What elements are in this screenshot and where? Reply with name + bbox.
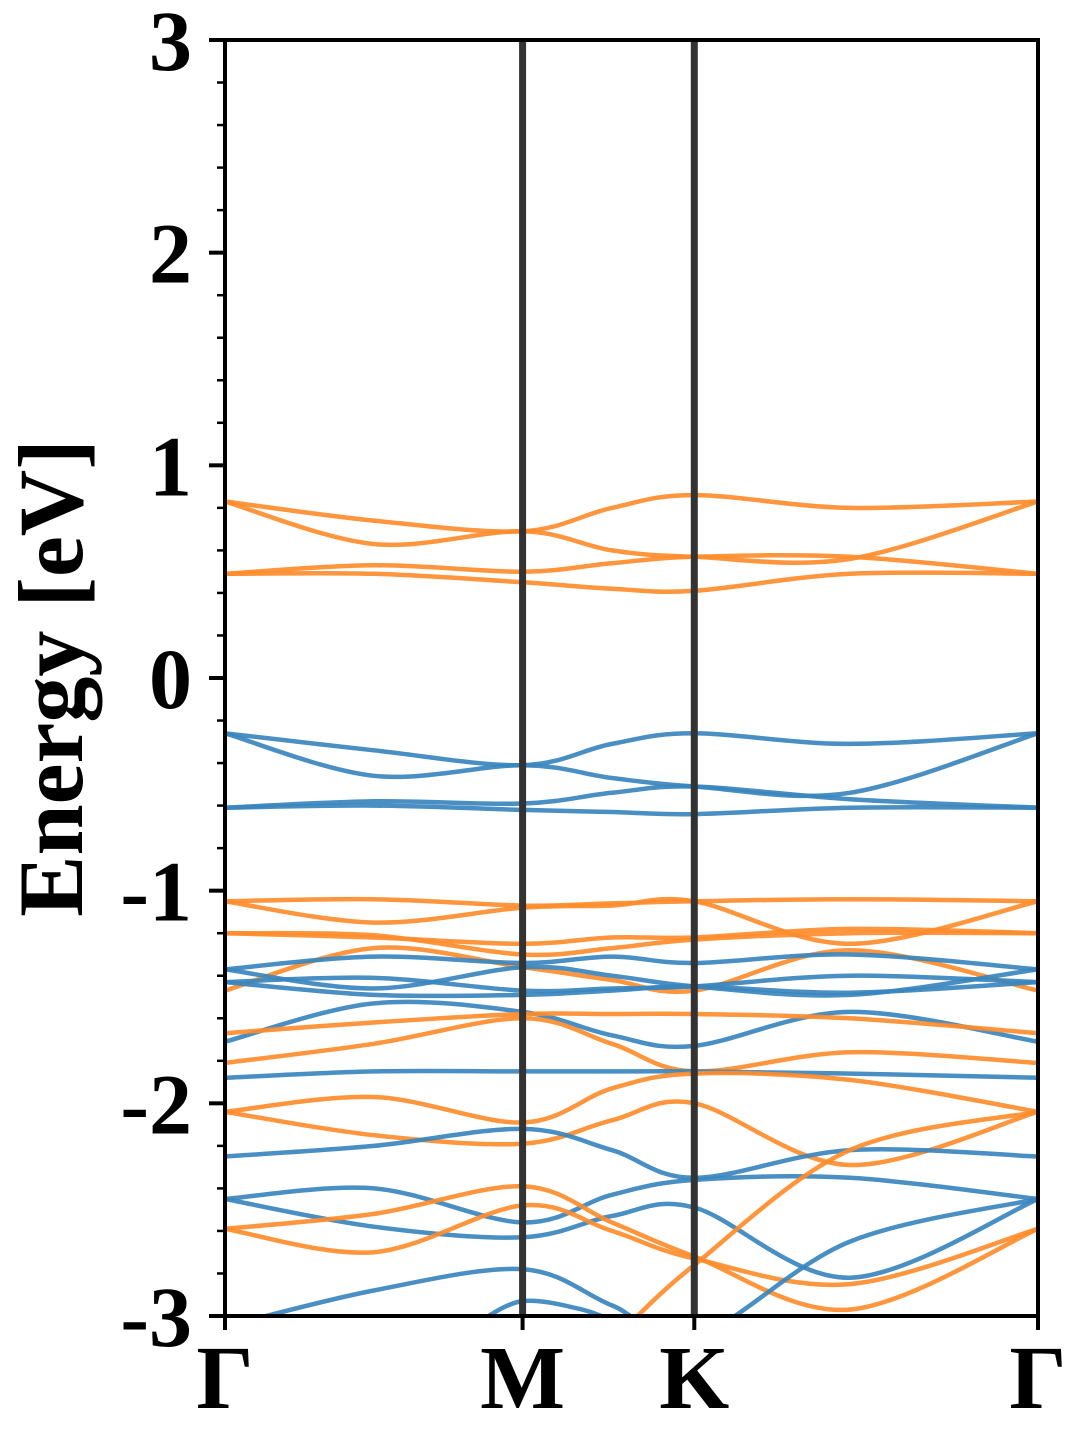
blue-band-line [225, 1126, 1038, 1181]
x-tick-label: Γ [196, 1329, 253, 1428]
orange-band-line [225, 1184, 1038, 1313]
orange-band-line [634, 1109, 1038, 1316]
orange-band-line [225, 1202, 1038, 1288]
blue-band-line [225, 1196, 1038, 1280]
y-tick-labels: 3 2 1 0 -1 -2 -3 [120, 0, 192, 1365]
blue-band-line [225, 952, 1038, 972]
x-tick-label: Γ [1009, 1329, 1066, 1428]
orange-band-line [225, 896, 1038, 947]
y-major-ticks [209, 38, 225, 1318]
orange-band-line [225, 492, 1038, 534]
orange-band-line [225, 1011, 1038, 1036]
x-tick-label: K [659, 1329, 729, 1428]
orange-band-line [225, 499, 1038, 566]
orange-band-line [225, 1070, 1038, 1125]
orange-band-line [225, 552, 1038, 577]
orange-band-line [225, 930, 1038, 958]
blue-band-line [225, 979, 1038, 999]
orange-band-line [225, 570, 1038, 594]
y-tick-label: -1 [120, 844, 192, 940]
blue-band-line [225, 1174, 1038, 1225]
y-tick-label: 3 [149, 0, 192, 89]
y-tick-label: 0 [149, 631, 192, 727]
y-axis-label: Energy [eV] [0, 439, 102, 917]
y-tick-label: -2 [120, 1056, 192, 1152]
high-symmetry-dividers [223, 40, 1040, 1330]
blue-band-line [225, 731, 1038, 799]
orange-band-line [225, 1016, 1038, 1074]
blue-band-line [225, 1068, 1038, 1081]
blue-band-line [225, 784, 1038, 810]
x-tick-label: M [480, 1329, 565, 1428]
blue-band-line [225, 803, 1038, 817]
blue-band-line [257, 1196, 1038, 1316]
orange-band-line [225, 945, 1038, 995]
y-tick-label: 1 [149, 418, 192, 514]
blue-band-line [225, 731, 1038, 768]
blue-band-line [225, 999, 1038, 1050]
y-tick-label: 2 [149, 206, 192, 302]
y-tick-label: -3 [120, 1269, 192, 1365]
blue-band-line [484, 1298, 608, 1316]
band-lines [225, 492, 1038, 1316]
plot-frame [223, 38, 1040, 1318]
orange-band-line [225, 1099, 1038, 1168]
